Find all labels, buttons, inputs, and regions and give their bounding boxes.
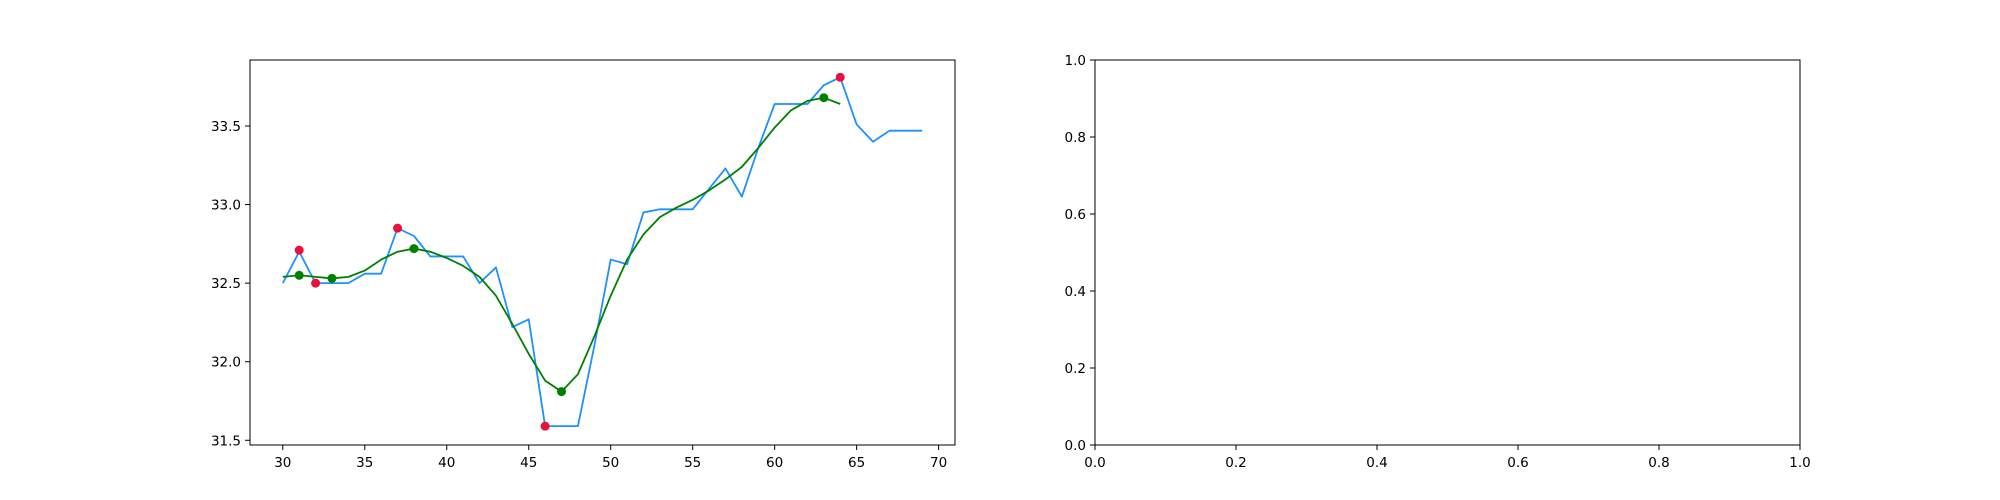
series-3-point-0 [294,270,304,280]
y-tick-label: 0.8 [1065,130,1086,146]
y-tick-label: 31.5 [211,433,241,449]
x-tick-label: 0.2 [1225,455,1246,471]
series-3-point-2 [409,244,419,254]
right-plot: 0.0 0.2 0.4 0.6 0.8 1.0 0.0 0.2 0.4 0.6 0.8 1.0 [1065,53,1811,471]
series-2-point-1 [311,278,321,288]
series-2-point-2 [393,223,403,233]
y-tick-label: 0.6 [1065,207,1086,223]
y-tick-label: 0.0 [1065,438,1086,454]
y-tick-label: 33.0 [211,198,241,214]
series-3-point-4 [819,93,829,103]
x-tick-label: 50 [602,455,619,471]
series-2-point-4 [835,72,845,82]
x-tick-label: 60 [766,455,783,471]
x-tick-label: 0.6 [1507,455,1528,471]
y-tick-label: 0.2 [1065,361,1086,377]
x-tick-label: 30 [274,455,291,471]
y-tick-label: 33.5 [211,119,241,135]
x-tick-label: 35 [356,455,373,471]
x-tick-label: 0.8 [1648,455,1669,471]
y-tick-label: 1.0 [1065,53,1086,69]
x-tick-label: 0.4 [1366,455,1387,471]
series-2-point-0 [294,245,304,255]
series-line-1 [282,96,841,393]
series-3-point-1 [327,273,337,283]
axes-frame [1094,59,1801,446]
y-tick-label: 0.4 [1065,284,1086,300]
x-tick-label: 70 [930,455,947,471]
y-tick-label: 32.5 [211,276,241,292]
left-plot: 30 35 40 45 50 55 60 65 70 31.5 32.0 32.5 33.0 33.5 [211,59,956,471]
x-tick-label: 1.0 [1789,455,1810,471]
x-tick-label: 65 [848,455,865,471]
series-2-point-3 [540,421,550,431]
x-tick-label: 55 [684,455,701,471]
x-tick-label: 40 [438,455,455,471]
y-tick-label: 32.0 [211,355,241,371]
x-tick-label: 45 [520,455,537,471]
series-3-point-3 [557,387,567,397]
axes-frame [249,59,956,446]
x-tick-label: 0.0 [1084,455,1105,471]
series-line-0 [281,76,923,428]
